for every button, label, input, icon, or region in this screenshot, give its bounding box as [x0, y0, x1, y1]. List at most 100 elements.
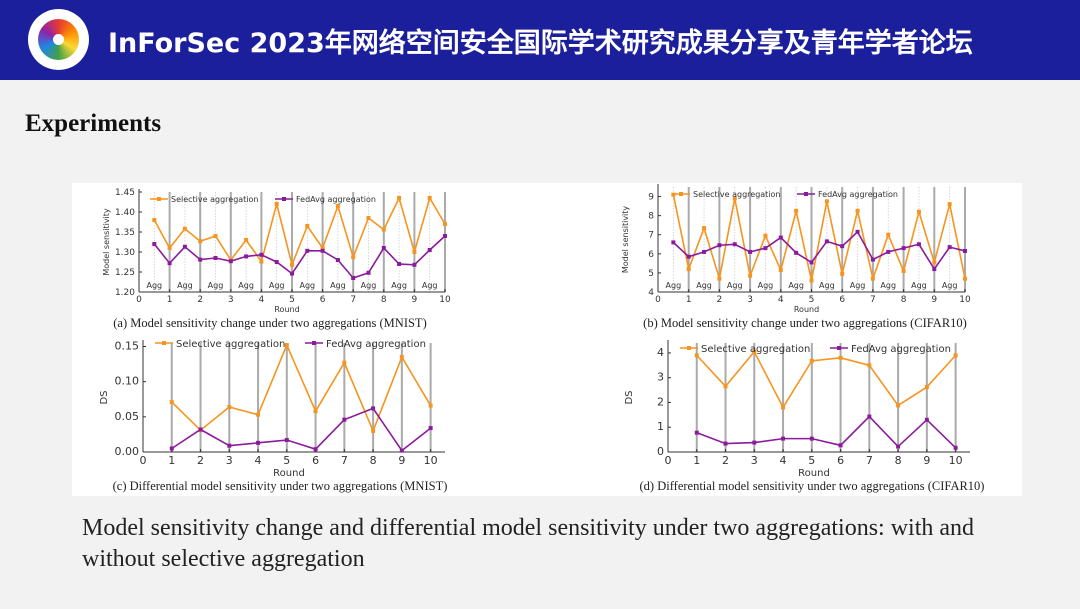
x-tick-label: 9 [923, 454, 930, 467]
data-point [901, 269, 906, 273]
x-tick-label: 10 [959, 295, 971, 305]
data-point [702, 226, 707, 231]
data-point [870, 257, 875, 262]
data-point [702, 249, 707, 254]
data-point [259, 252, 264, 257]
y-tick-label: 4 [648, 288, 654, 298]
x-tick-label: 7 [350, 295, 356, 305]
data-point [763, 233, 768, 238]
data-point [381, 227, 386, 232]
agg-annotation: Agg [942, 281, 958, 290]
data-point [932, 260, 937, 265]
data-point [342, 417, 347, 422]
data-point [838, 443, 843, 448]
x-tick-label: 0 [665, 454, 672, 467]
y-axis-label: Model sensitivity [621, 206, 630, 274]
data-point [169, 400, 174, 405]
data-point [213, 234, 218, 238]
y-tick-label: 0.00 [115, 445, 140, 458]
data-point [947, 202, 952, 207]
x-tick-label: 7 [866, 454, 873, 467]
data-point [399, 355, 404, 360]
series-line-fedavg [171, 407, 432, 452]
x-tick-label: 8 [370, 454, 377, 467]
y-tick-label: 3 [657, 371, 664, 384]
agg-annotation: Agg [391, 281, 407, 290]
y-tick-label: 9 [648, 193, 654, 203]
legend-label: Selective aggregation [693, 190, 781, 199]
data-point [366, 216, 371, 220]
data-point [838, 355, 843, 360]
chart-c: 0 1 2 3 4 5 6 7 8 9 10 0.00 0.05 0.10 0.15 Round DS Selec… [99, 339, 447, 493]
data-point [867, 414, 872, 419]
agg-annotation: Agg [177, 281, 193, 290]
data-point [284, 438, 289, 443]
data-point [717, 243, 722, 248]
data-point [809, 260, 814, 265]
agg-annotation: Agg [788, 281, 804, 290]
data-point [305, 248, 310, 253]
x-tick-label: 2 [717, 295, 723, 305]
y-axis-label: DS [99, 390, 110, 404]
data-point [152, 218, 157, 222]
chart-caption: (b) Model sensitivity change under two a… [643, 316, 967, 330]
data-point [855, 229, 860, 234]
data-point [840, 244, 845, 249]
y-tick-label: 0 [657, 445, 664, 458]
x-axis-label: Round [274, 305, 299, 314]
data-point [427, 248, 432, 252]
legend-label: FedAvg aggregation [296, 195, 376, 204]
data-point [896, 444, 901, 449]
data-point [428, 426, 433, 431]
agg-annotation: Agg [696, 281, 712, 290]
y-tick-label: 0.10 [115, 375, 140, 388]
data-point [274, 260, 279, 264]
data-point [748, 249, 753, 254]
agg-annotation: Agg [330, 281, 346, 290]
x-tick-label: 3 [751, 454, 758, 467]
agg-annotation: Agg [880, 281, 896, 290]
x-tick-label: 5 [289, 295, 295, 305]
series-line-selective [672, 194, 966, 282]
x-tick-label: 3 [228, 295, 234, 305]
series-line-selective [696, 350, 957, 410]
data-point [256, 412, 261, 417]
data-point [443, 222, 447, 226]
data-point [259, 259, 264, 264]
data-point [412, 262, 417, 267]
x-tick-label: 6 [837, 454, 844, 467]
x-tick-label: 1 [168, 454, 175, 467]
y-tick-label: 1.35 [115, 228, 135, 238]
data-point [947, 245, 952, 250]
series-line-fedavg [153, 235, 446, 279]
data-point [794, 250, 799, 255]
y-tick-label: 1 [657, 420, 664, 433]
data-point [397, 262, 402, 266]
agg-annotation: Agg [666, 281, 682, 290]
data-point [213, 256, 218, 260]
x-axis-label: Round [273, 468, 305, 479]
data-point [351, 255, 356, 260]
data-point [916, 209, 921, 214]
chart-a: Agg Agg Agg Agg Agg Agg Agg Agg Agg Agg 0 1 2 3 4 5 6 7 8 9… [102, 188, 451, 330]
data-point [840, 271, 845, 276]
legend-label: FedAvg aggregation [851, 344, 951, 355]
agg-annotation: Agg [819, 281, 835, 290]
data-point [723, 441, 728, 446]
x-axis-label: Round [798, 468, 830, 479]
data-point [167, 261, 172, 266]
data-point [794, 208, 799, 213]
data-point [809, 278, 814, 283]
data-point [901, 246, 906, 251]
data-point [313, 409, 318, 414]
agg-annotation: Agg [208, 281, 224, 290]
data-point [228, 259, 233, 264]
data-point [748, 273, 753, 278]
data-point [256, 440, 261, 445]
data-point [886, 249, 891, 254]
data-point [953, 445, 958, 450]
agg-annotation: Agg [422, 281, 438, 290]
data-point [671, 240, 676, 245]
data-point [342, 360, 347, 365]
